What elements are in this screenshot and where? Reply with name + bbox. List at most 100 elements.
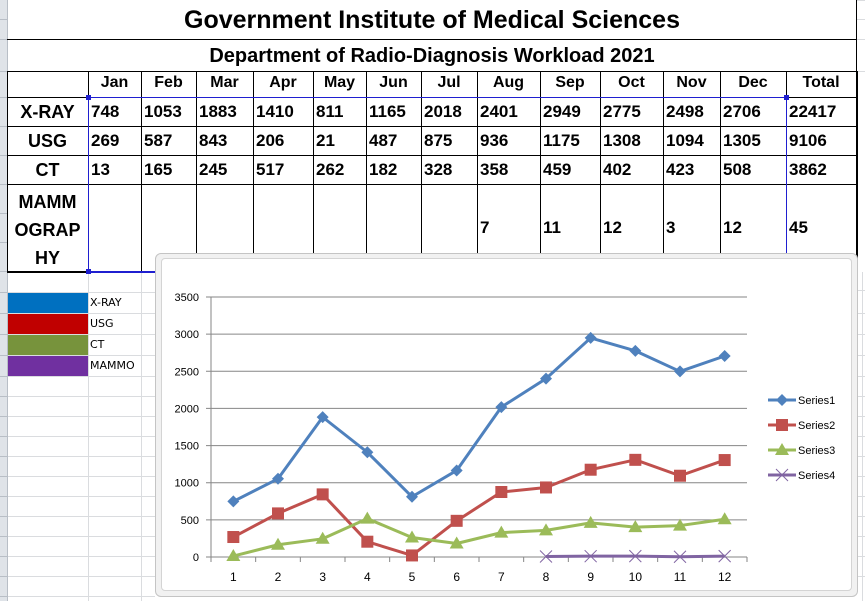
row-divider: [0, 271, 7, 272]
table-cell[interactable]: 1883: [199, 102, 237, 121]
cell-gridline: [858, 355, 865, 356]
cell-gridline: [858, 376, 865, 377]
x-tick-label: 1: [230, 570, 237, 584]
data-point-series1: [674, 365, 686, 378]
row-divider: [0, 355, 7, 356]
table-cell[interactable]: 508: [723, 160, 752, 179]
data-point-series1: [450, 464, 463, 477]
data-point-series3: [583, 515, 598, 528]
table-cell[interactable]: 1175: [543, 131, 580, 150]
table-cell[interactable]: 11: [543, 218, 561, 237]
data-point-series3: [315, 531, 330, 544]
table-cell[interactable]: 811: [316, 102, 344, 121]
table-cell[interactable]: 269: [91, 131, 120, 150]
data-point-series2: [584, 463, 597, 476]
selection-handle[interactable]: [86, 269, 91, 274]
cell-gridline: [8, 496, 155, 497]
data-point-series1: [272, 472, 284, 485]
data-point-series3: [673, 518, 687, 531]
table-col-border: [540, 71, 541, 272]
table-cell[interactable]: 843: [199, 131, 228, 150]
table-cell[interactable]: 1410: [256, 102, 294, 121]
data-point-series4: [539, 550, 553, 563]
cell-gridline: [857, 19, 865, 20]
table-cell[interactable]: 517: [256, 160, 285, 179]
data-point-series2: [406, 549, 418, 562]
table-col-border: [663, 71, 664, 272]
data-point-series1: [361, 446, 374, 459]
table-cell[interactable]: 13: [91, 160, 110, 179]
legend-marker-series4: [775, 468, 789, 482]
table-cell[interactable]: 12: [603, 218, 622, 237]
table-cell[interactable]: 487: [369, 131, 398, 150]
table-cell[interactable]: 206: [256, 131, 285, 150]
table-cell[interactable]: 22417: [789, 102, 837, 121]
table-row-border: [7, 184, 857, 185]
table-cell[interactable]: 328: [424, 160, 453, 179]
cell-gridline: [8, 436, 155, 437]
row-divider: [0, 155, 7, 156]
column-header: Sep: [555, 74, 585, 91]
table-col-border: [720, 71, 721, 272]
table-cell[interactable]: 875: [424, 131, 453, 150]
cell-gridline: [8, 476, 155, 477]
table-cell[interactable]: 2498: [666, 102, 704, 121]
table-cell[interactable]: 1305: [723, 131, 761, 150]
title-divider: [7, 39, 856, 40]
table-cell[interactable]: 2018: [424, 102, 462, 121]
table-cell[interactable]: 3: [666, 218, 676, 237]
table-cell[interactable]: 262: [316, 160, 345, 179]
cell-gridline: [858, 516, 865, 517]
y-tick-label: 3000: [175, 329, 199, 341]
table-cell[interactable]: 936: [480, 131, 509, 150]
table-cell[interactable]: 358: [480, 160, 509, 179]
cell-gridline: [88, 272, 89, 601]
table-cell[interactable]: 7: [480, 218, 490, 237]
data-point-series2: [227, 531, 240, 544]
cell-gridline: [858, 556, 865, 557]
table-cell[interactable]: 2949: [543, 102, 581, 121]
table-cell[interactable]: 165: [144, 160, 173, 179]
color-key-label: USG: [90, 317, 114, 330]
table-cell[interactable]: 748: [91, 102, 120, 121]
table-cell[interactable]: 182: [369, 160, 398, 179]
row-label-line: MAMM: [18, 192, 77, 212]
legend-marker-series2: [776, 419, 788, 431]
table-cell[interactable]: 459: [543, 160, 572, 179]
table-cell[interactable]: 587: [144, 131, 173, 150]
table-cell[interactable]: 2775: [603, 102, 641, 121]
table-cell[interactable]: 3862: [789, 160, 827, 179]
cell-gridline: [858, 496, 865, 497]
table-cell[interactable]: 245: [199, 160, 228, 179]
data-point-series3: [405, 530, 419, 543]
color-key-label: CT: [90, 338, 105, 351]
table-cell[interactable]: 1053: [144, 102, 182, 121]
selection-handle[interactable]: [784, 95, 789, 100]
column-header: Oct: [618, 74, 645, 91]
table-cell[interactable]: 21: [316, 131, 335, 150]
table-cell[interactable]: 9106: [789, 131, 827, 150]
table-cell[interactable]: 2401: [480, 102, 518, 121]
cell-gridline: [8, 292, 155, 293]
x-tick-label: 11: [674, 570, 687, 584]
row-divider: [0, 71, 7, 72]
table-cell[interactable]: 45: [789, 218, 808, 237]
legend-label: Series4: [798, 470, 835, 482]
table-cell[interactable]: 1308: [603, 131, 641, 150]
table-col-border: [7, 71, 8, 272]
column-header: Jan: [100, 74, 129, 91]
table-cell[interactable]: 423: [666, 160, 695, 179]
table-cell[interactable]: 402: [603, 160, 632, 179]
data-point-series1: [227, 495, 240, 508]
series-line-series2: [232, 458, 726, 557]
table-cell[interactable]: 12: [723, 218, 742, 237]
data-point-series3: [539, 523, 553, 536]
data-point-series2: [272, 507, 284, 520]
table-cell[interactable]: 1094: [666, 131, 704, 150]
selection-handle[interactable]: [86, 95, 91, 100]
x-tick-label: 3: [319, 570, 326, 584]
table-cell[interactable]: 1165: [369, 102, 406, 121]
table-cell[interactable]: 2706: [723, 102, 761, 121]
row-label-line: HY: [34, 248, 60, 268]
